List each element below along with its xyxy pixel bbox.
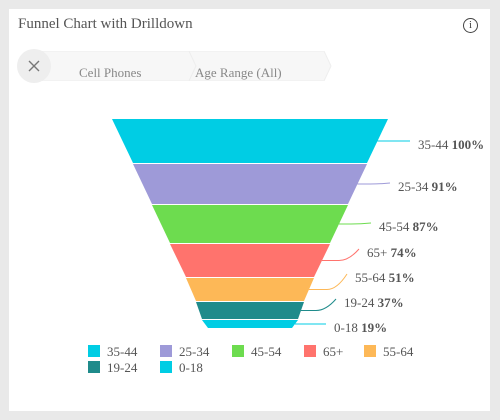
data-label-25-34: 25-34 91% xyxy=(398,179,458,194)
legend-swatch xyxy=(88,345,100,357)
breadcrumb-track xyxy=(34,51,332,81)
connector-line xyxy=(357,182,391,185)
legend-swatch xyxy=(232,345,244,357)
funnel-segment-35-44[interactable] xyxy=(112,119,388,163)
legend-label: 65+ xyxy=(323,344,343,359)
data-label-0-18: 0-18 19% xyxy=(334,320,387,335)
data-label-65plus: 65+ 74% xyxy=(367,245,417,260)
legend-label: 0-18 xyxy=(179,360,203,375)
connector-line xyxy=(309,273,348,290)
funnel-segment-55-64[interactable] xyxy=(186,278,314,301)
legend-item-0-18[interactable]: 0-18 xyxy=(160,360,203,375)
close-button[interactable] xyxy=(17,49,51,83)
funnel-segment-19-24[interactable] xyxy=(196,302,304,319)
data-label-55-64: 55-64 51% xyxy=(355,270,415,285)
data-label-45-54: 45-54 87% xyxy=(379,219,439,234)
legend-label: 19-24 xyxy=(107,360,138,375)
data-label-19-24: 19-24 37% xyxy=(344,295,404,310)
connector-line xyxy=(339,222,372,225)
legend-item-35-44[interactable]: 35-44 xyxy=(88,344,138,359)
breadcrumb-item-age-range[interactable]: Age Range (All) xyxy=(195,65,282,80)
close-icon xyxy=(28,60,40,72)
info-icon[interactable]: i xyxy=(463,18,478,33)
funnel-segment-45-54[interactable] xyxy=(152,205,348,243)
chart-title: Funnel Chart with Drilldown xyxy=(18,16,193,32)
legend-label: 45-54 xyxy=(251,344,282,359)
legend-swatch xyxy=(364,345,376,357)
legend-swatch xyxy=(160,345,172,357)
funnel-segment-0-18[interactable] xyxy=(202,320,298,328)
connector-line xyxy=(301,298,337,311)
funnel-segment-65plus[interactable] xyxy=(170,244,330,277)
legend-label: 55-64 xyxy=(383,344,414,359)
chart-card: Funnel Chart with Drilldown i Cell Phone… xyxy=(9,9,490,411)
legend-item-45-54[interactable]: 45-54 xyxy=(232,344,282,359)
legend-label: 35-44 xyxy=(107,344,138,359)
data-label-35-44: 35-44 100% xyxy=(418,137,484,152)
legend-item-25-34[interactable]: 25-34 xyxy=(160,344,210,359)
legend-item-19-24[interactable]: 19-24 xyxy=(88,360,138,375)
legend-item-55-64[interactable]: 55-64 xyxy=(364,344,414,359)
legend-swatch xyxy=(160,361,172,373)
legend-swatch xyxy=(88,361,100,373)
funnel-segment-25-34[interactable] xyxy=(133,164,367,204)
connector-line xyxy=(322,248,360,261)
legend-item-65plus[interactable]: 65+ xyxy=(304,344,343,359)
breadcrumb-item-cell-phones[interactable]: Cell Phones xyxy=(79,65,142,80)
legend-label: 25-34 xyxy=(179,344,210,359)
legend-swatch xyxy=(304,345,316,357)
